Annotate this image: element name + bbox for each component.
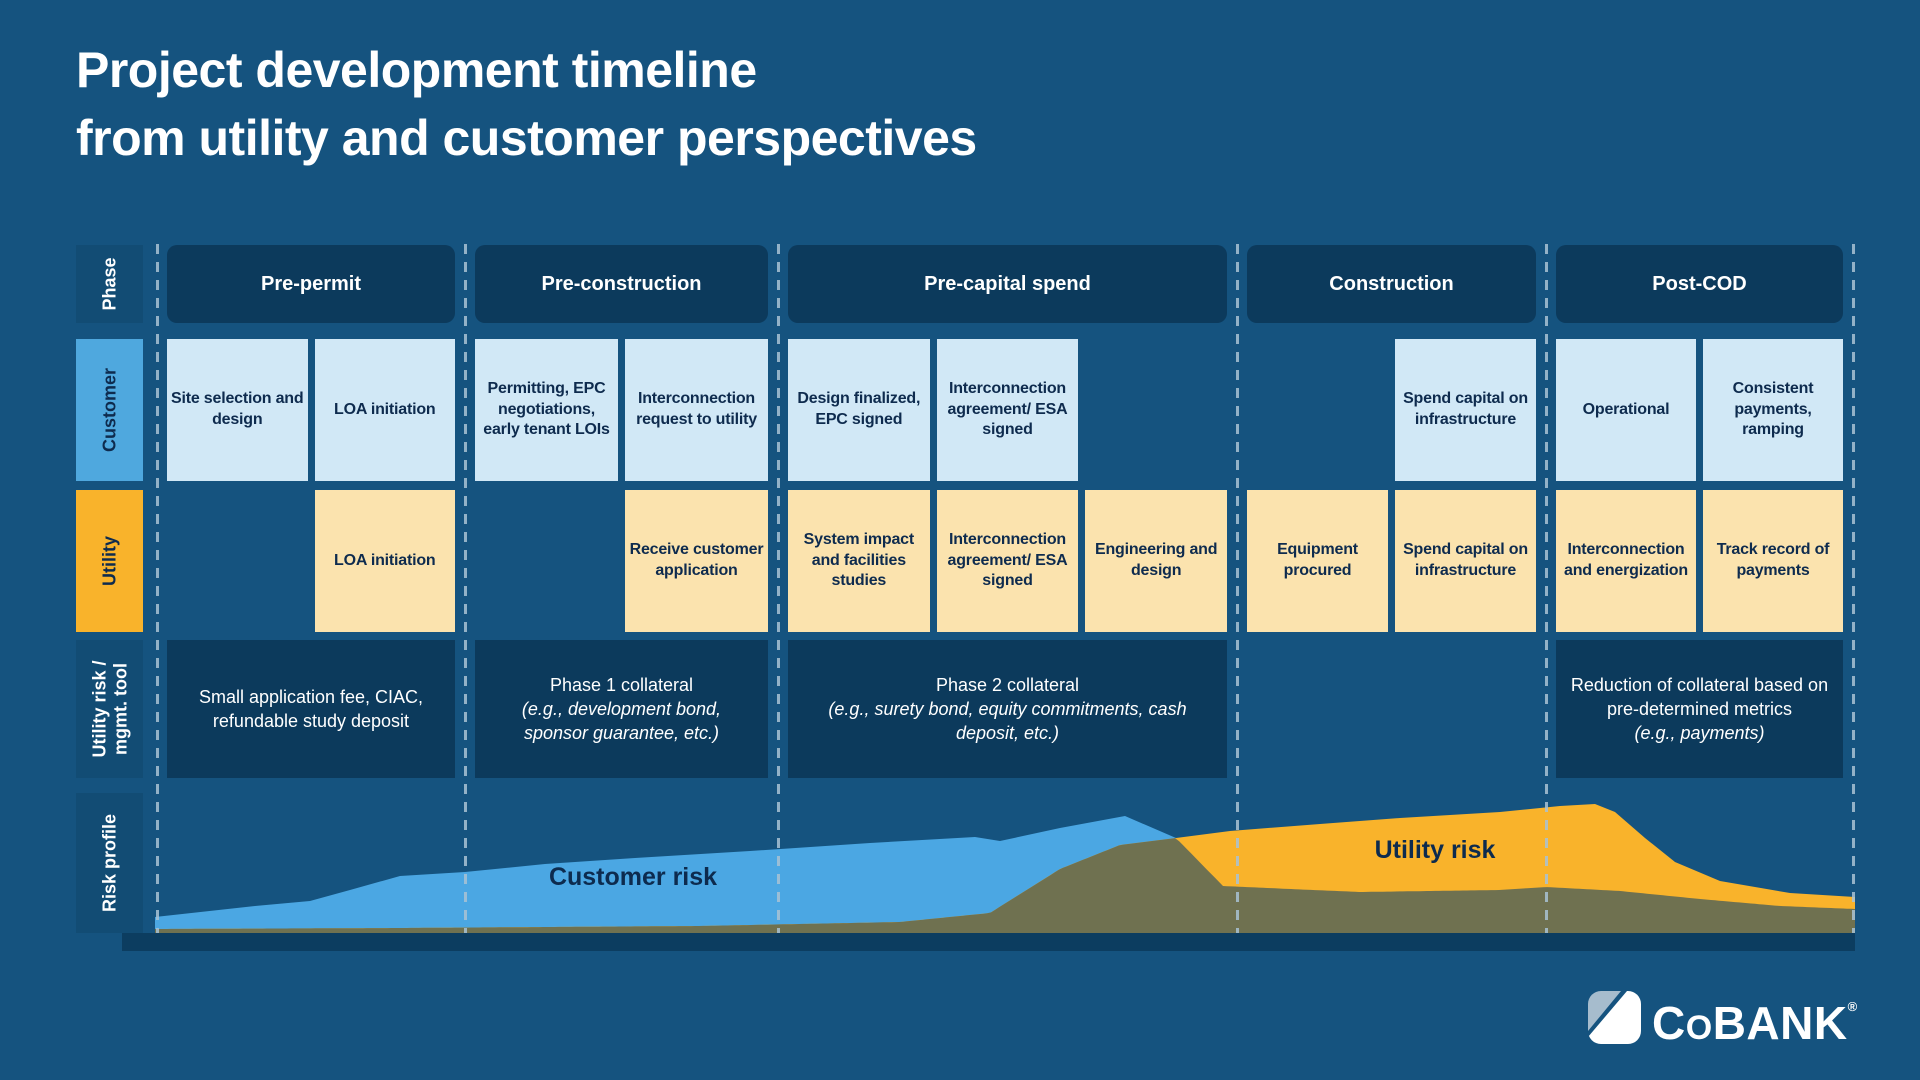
row-label-utility-risk: Utility risk / mgmt. tool — [76, 640, 143, 778]
row-label-customer-text: Customer — [99, 368, 120, 453]
logo-letter-o: O — [1685, 1009, 1713, 1047]
risk-mgmt-text: Small application fee, CIAC, refundable … — [198, 686, 424, 731]
risk-overlap-area — [155, 838, 1855, 933]
row-label-phase: Phase — [76, 245, 143, 323]
risk-mgmt-cell: Small application fee, CIAC, refundable … — [167, 640, 455, 778]
customer-cell: Site selection and design — [167, 339, 308, 481]
cobank-logo-icon — [1588, 991, 1641, 1044]
utility-cell: LOA initiation — [314, 490, 455, 632]
risk-mgmt-text: Reduction of collateral based on pre-det… — [1570, 674, 1829, 719]
phase-divider-line — [156, 244, 159, 933]
phase-divider-line — [464, 244, 467, 933]
row-label-risk-profile: Risk profile — [76, 793, 143, 933]
page-title: Project development timeline from utility… — [76, 36, 977, 172]
customer-cell: Operational — [1556, 339, 1696, 481]
risk-mgmt-text: Phase 2 collateral — [935, 674, 1080, 695]
risk-mgmt-cell: Phase 1 collateral (e.g., development bon… — [475, 640, 768, 778]
risk-mgmt-italic-text: (e.g., development bond, sponsor guarant… — [521, 698, 722, 744]
utility-cell: Engineering and design — [1085, 490, 1227, 632]
row-label-phase-text: Phase — [99, 257, 120, 311]
risk-mgmt-text: Phase 1 collateral — [549, 674, 694, 695]
risk-mgmt-italic-text: (e.g., surety bond, equity commitments, … — [828, 698, 1187, 744]
utility-cell: Receive customer application — [625, 490, 768, 632]
title-line-2: from utility and customer perspectives — [76, 110, 977, 166]
logo-icon-upper-triangle — [1588, 991, 1621, 1031]
risk-mgmt-cell: Phase 2 collateral (e.g., surety bond, eq… — [788, 640, 1227, 778]
utility-cell: Interconnection and energization — [1556, 490, 1696, 632]
customer-cell: Interconnection agreement/ ESA signed — [936, 339, 1079, 481]
risk-mgmt-cell: Reduction of collateral based on pre-det… — [1556, 640, 1843, 778]
customer-cell: Interconnection request to utility — [625, 339, 768, 481]
customer-cell: Consistent payments, ramping — [1703, 339, 1843, 481]
row-label-utility: Utility — [76, 490, 143, 632]
row-label-risk-profile-text: Risk profile — [99, 813, 120, 913]
chart-baseline-bar — [122, 933, 1855, 951]
customer-risk-label: Customer risk — [549, 863, 717, 891]
utility-cell: Spend capital on infrastructure — [1395, 490, 1536, 632]
customer-cell: Spend capital on infrastructure — [1395, 339, 1536, 481]
utility-risk-label: Utility risk — [1375, 836, 1496, 864]
phase-header-4: Post-COD — [1556, 245, 1843, 323]
risk-mgmt-italic-text: (e.g., payments) — [1634, 723, 1765, 744]
utility-cell: Equipment procured — [1247, 490, 1388, 632]
utility-cell: Track record of payments — [1703, 490, 1843, 632]
phase-header-2: Pre-capital spend — [788, 245, 1227, 323]
logo-icon-lower-triangle — [1588, 991, 1641, 1044]
phase-divider-line — [777, 244, 780, 933]
phase-header-3: Construction — [1247, 245, 1536, 323]
cobank-logo-text: COBANK® — [1652, 980, 1857, 1055]
phase-header-1: Pre-construction — [475, 245, 768, 323]
risk-profile-chart: Customer risk Utility risk — [155, 804, 1855, 933]
phase-divider-line — [1236, 244, 1239, 933]
phase-header-0: Pre-permit — [167, 245, 455, 323]
row-label-customer: Customer — [76, 339, 143, 481]
title-line-1: Project development timeline — [76, 42, 757, 98]
cobank-logo: COBANK® — [1588, 980, 1857, 1055]
logo-letters-bank: BANK — [1712, 997, 1848, 1049]
utility-cell: Interconnection agreement/ ESA signed — [936, 490, 1079, 632]
row-label-utility-risk-text: Utility risk / mgmt. tool — [88, 660, 130, 758]
customer-cell: Design finalized, EPC signed — [788, 339, 930, 481]
customer-cell: LOA initiation — [314, 339, 455, 481]
utility-cell: System impact and facilities studies — [788, 490, 930, 632]
phase-divider-line — [1852, 244, 1855, 933]
logo-letter-c: C — [1652, 997, 1686, 1049]
customer-cell: Permitting, EPC negotiations, early tena… — [475, 339, 618, 481]
phase-divider-line — [1545, 244, 1548, 933]
logo-registered-mark: ® — [1847, 999, 1858, 1014]
